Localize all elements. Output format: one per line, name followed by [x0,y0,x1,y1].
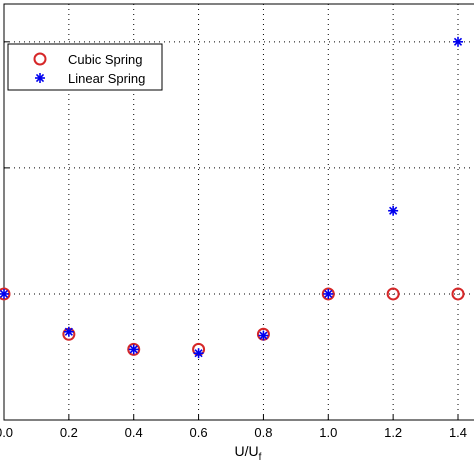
data-point [63,326,74,337]
data-point [128,344,139,355]
legend-entry: Linear Spring [35,71,145,86]
plot-frame [3,3,474,421]
legend-entry: Cubic Spring [33,52,142,67]
x-axis-title-main: U/U [235,443,259,459]
data-point [388,205,399,216]
data-point [0,288,9,299]
x-tick-label: 1.4 [449,425,467,440]
x-ticks: 0.0 0.2 0.4 0.6 0.8 1.0 1.2 1.4 [0,41,467,440]
data-point [386,287,400,301]
legend-marker [33,52,47,66]
legend-label: Cubic Spring [68,52,142,67]
series [0,36,465,359]
legend-marker [35,73,45,83]
data-point [321,287,335,301]
data-point [127,342,141,356]
x-axis-title-subscript: f [259,452,262,463]
grid [4,4,474,420]
series-cubic-spring [0,287,465,356]
data-point [451,287,465,301]
legend-entries: Cubic Spring Linear Spring [33,52,145,86]
x-tick-label: 0.2 [60,425,78,440]
x-tick-label: 0.0 [0,425,13,440]
series-linear-spring [0,36,463,359]
data-point [258,330,269,341]
legend-label: Linear Spring [68,71,145,86]
x-tick-label: 1.2 [384,425,402,440]
data-point [193,348,204,359]
data-point [0,287,11,301]
x-axis-title: U/Uf [235,443,262,463]
x-tick-label: 0.6 [190,425,208,440]
legend-box [7,43,163,91]
x-tick-label: 0.8 [254,425,272,440]
data-point [323,288,334,299]
legend: Cubic Spring Linear Spring [7,43,163,91]
x-tick-label: 0.4 [125,425,143,440]
data-point [453,36,463,47]
x-tick-label: 1.0 [319,425,337,440]
